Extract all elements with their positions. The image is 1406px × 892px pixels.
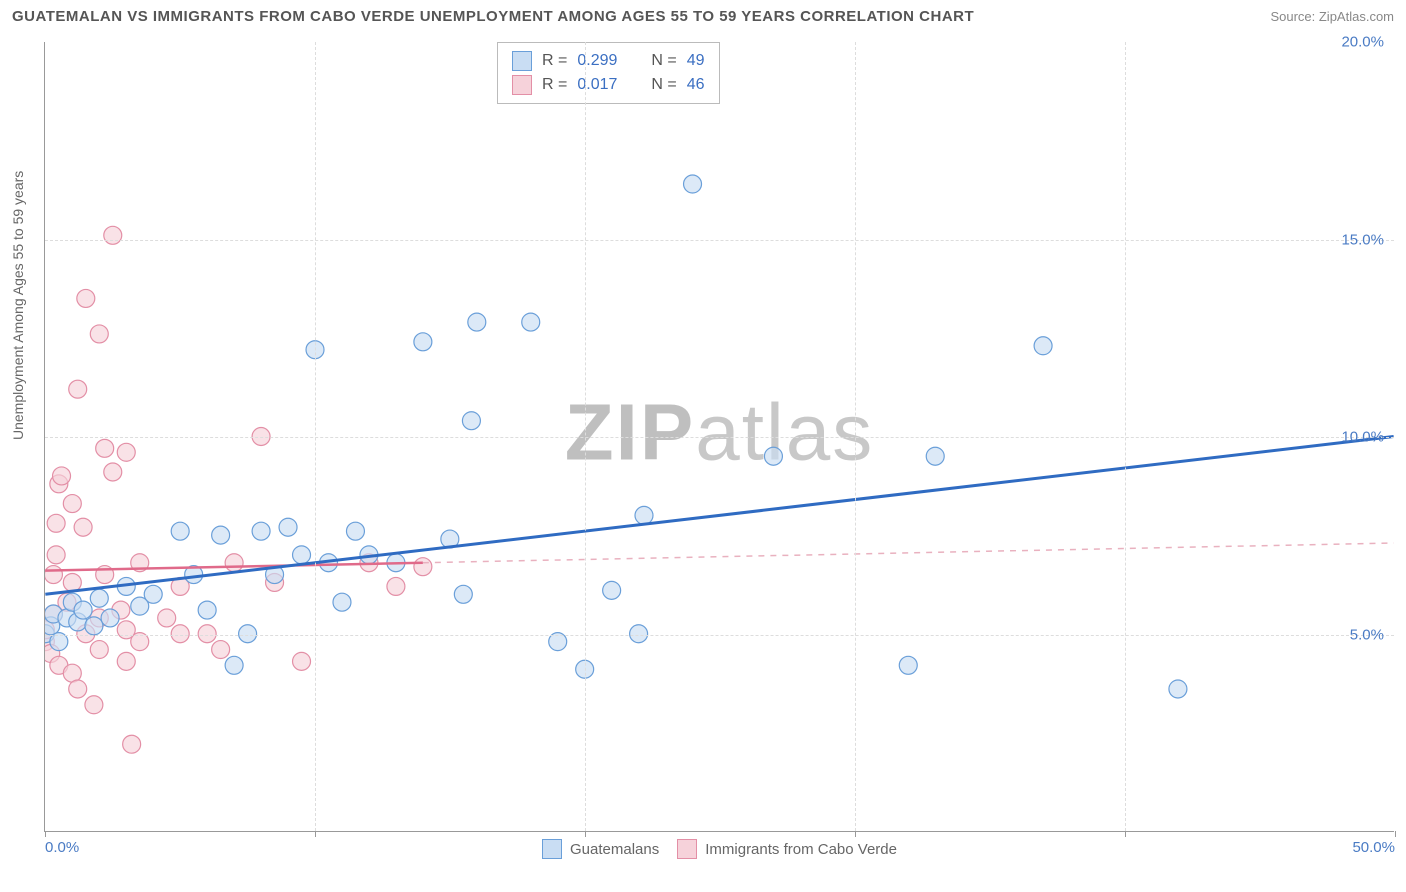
x-tick-label: 0.0% [45, 839, 79, 856]
legend-swatch-guatemalans [542, 839, 562, 859]
series-legend: Guatemalans Immigrants from Cabo Verde [45, 839, 1394, 859]
swatch-guatemalans [512, 51, 532, 71]
n-value-cabo-verde: 46 [687, 76, 705, 94]
r-value-guatemalans: 0.299 [577, 52, 617, 70]
y-tick-label: 5.0% [1350, 626, 1384, 643]
x-tick-label: 50.0% [1352, 839, 1395, 856]
n-label: N = [651, 52, 676, 70]
r-label: R = [542, 52, 567, 70]
r-label: R = [542, 76, 567, 94]
legend-label-guatemalans: Guatemalans [570, 841, 659, 858]
legend-label-cabo-verde: Immigrants from Cabo Verde [705, 841, 897, 858]
swatch-cabo-verde [512, 75, 532, 95]
y-tick-label: 10.0% [1341, 429, 1384, 446]
chart-title: GUATEMALAN VS IMMIGRANTS FROM CABO VERDE… [12, 8, 974, 25]
chart-area: ZIPatlas R = 0.299 N = 49 R = 0.017 N = … [44, 42, 1394, 832]
y-axis-label: Unemployment Among Ages 55 to 59 years [10, 171, 26, 440]
r-value-cabo-verde: 0.017 [577, 76, 617, 94]
source-label: Source: ZipAtlas.com [1270, 9, 1394, 24]
n-label: N = [651, 76, 676, 94]
y-tick-label: 15.0% [1341, 231, 1384, 248]
y-tick-label: 20.0% [1341, 34, 1384, 51]
correlation-legend: R = 0.299 N = 49 R = 0.017 N = 46 [497, 42, 720, 104]
n-value-guatemalans: 49 [687, 52, 705, 70]
legend-swatch-cabo-verde [677, 839, 697, 859]
